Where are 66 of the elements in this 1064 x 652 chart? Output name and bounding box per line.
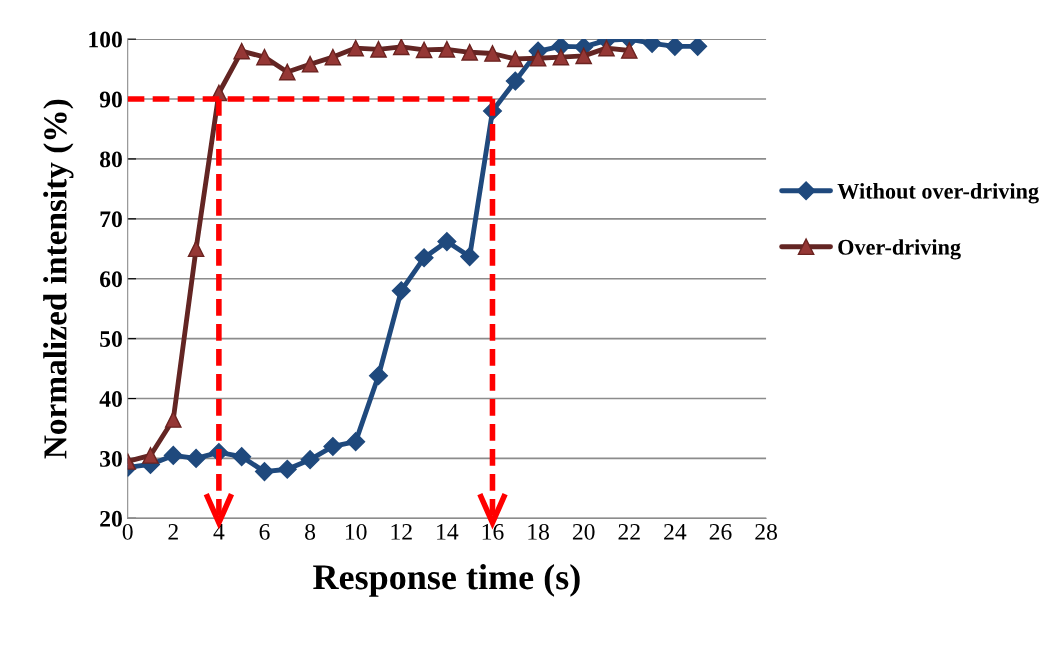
x-tick-label: 28 <box>755 523 777 540</box>
point <box>278 63 296 81</box>
point <box>551 39 571 56</box>
point <box>505 71 525 91</box>
x-tick-label: 16 <box>482 523 504 540</box>
point <box>232 447 252 467</box>
point <box>575 47 593 65</box>
point <box>142 447 159 464</box>
point <box>506 50 524 68</box>
y-tick-label: 60 <box>100 271 122 288</box>
point <box>391 281 411 301</box>
point <box>620 42 638 59</box>
x-tick-label: 0 <box>122 523 133 540</box>
x-tick-label: 18 <box>528 523 549 540</box>
point <box>598 39 615 57</box>
point <box>437 232 457 252</box>
y-tick-label: 40 <box>99 391 122 407</box>
point <box>163 445 183 465</box>
x-tick-label: 22 <box>618 523 640 540</box>
point <box>529 49 547 67</box>
point <box>300 450 320 470</box>
point <box>552 48 570 66</box>
point <box>323 436 343 456</box>
point <box>460 247 480 267</box>
point <box>233 42 251 60</box>
x-tick-label: 20 <box>572 523 595 540</box>
point <box>688 39 708 56</box>
y-tick-label: 30 <box>100 450 122 467</box>
point <box>256 48 273 66</box>
legend-label: Over-driving <box>838 239 961 260</box>
x-tick-label: 4 <box>213 524 225 540</box>
x-tick-label: 6 <box>259 523 270 540</box>
point <box>277 459 297 479</box>
x-tick-label: 8 <box>305 523 316 540</box>
y-tick-label: 100 <box>89 31 122 48</box>
x-tick-label: 24 <box>664 523 687 540</box>
point <box>484 45 501 62</box>
point <box>254 462 275 482</box>
x-tick-label: 14 <box>437 524 459 540</box>
point <box>324 48 342 66</box>
point <box>370 40 387 58</box>
y-tick-label: 50 <box>100 331 122 348</box>
y-tick-label: 80 <box>99 151 122 168</box>
x-tick-label: 10 <box>345 523 367 540</box>
point <box>415 41 433 59</box>
point <box>665 39 685 56</box>
x-tick-label: 26 <box>709 523 732 540</box>
x-axis-title: Response time (s) <box>313 564 580 597</box>
y-tick-label: 20 <box>100 510 122 527</box>
point <box>346 432 366 452</box>
y-axis-title: Normalized intensity (%) <box>43 99 74 459</box>
point <box>461 43 479 61</box>
point <box>392 39 410 56</box>
point <box>164 411 182 428</box>
x-tick-label: 2 <box>168 523 178 540</box>
point <box>187 240 205 258</box>
legend-label: Without over-driving <box>837 183 1039 204</box>
point <box>414 248 434 268</box>
point <box>368 366 389 386</box>
point <box>301 55 319 73</box>
y-tick-label: 90 <box>99 91 122 108</box>
y-tick-label: 70 <box>100 211 122 228</box>
point <box>347 39 365 57</box>
point <box>438 40 456 58</box>
point <box>186 448 206 468</box>
x-tick-label: 12 <box>391 523 412 540</box>
